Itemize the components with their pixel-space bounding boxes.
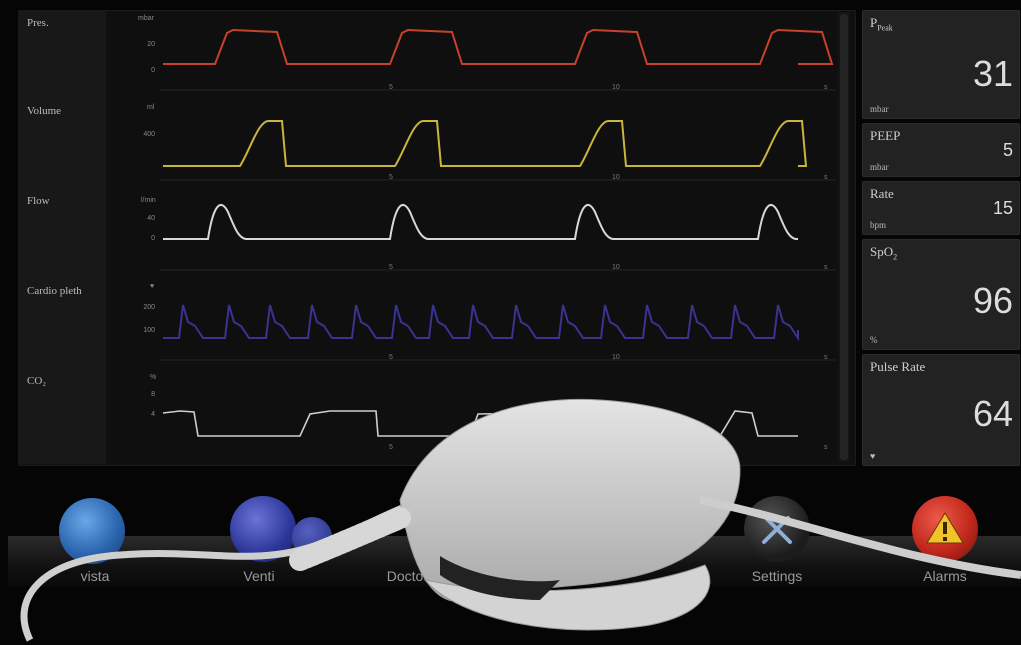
flow-tick-40: 40: [147, 215, 155, 222]
flow-label: Flow: [27, 195, 50, 207]
volume-label: Volume: [27, 105, 62, 117]
time-label-5: 5: [389, 84, 393, 91]
pulse-rate-value: 64: [972, 393, 1013, 434]
time-label-5: 5: [389, 444, 393, 451]
spo2-name: SpO2: [870, 244, 898, 262]
dock-label-ventilation[interactable]: Venti: [243, 568, 275, 584]
pressure-label: Pres.: [27, 17, 49, 29]
pleth-trace: [163, 304, 799, 342]
scroll-thumb[interactable]: [840, 14, 848, 460]
time-label-5: 5: [389, 174, 393, 181]
peep-tile[interactable]: PEEP 5 mbar: [862, 123, 1020, 177]
pressure-unit: mbar: [138, 15, 154, 22]
heart-icon: ♥: [870, 451, 876, 461]
co2-label: CO₂: [27, 375, 47, 387]
pleth-label: Cardio pleth: [27, 285, 82, 297]
dock-label-vista[interactable]: vista: [80, 568, 110, 584]
pressure-tick-0: 0: [151, 67, 155, 74]
dock-label-settings[interactable]: Settings: [751, 568, 803, 584]
pleth-unit: ♥: [150, 283, 155, 290]
warning-triangle-glyph: [926, 512, 964, 544]
pulse-rate-tile[interactable]: Pulse Rate 64 ♥: [862, 354, 1020, 466]
waveform-label-column: [18, 10, 106, 464]
volume-trace: [163, 120, 808, 167]
rate-value: 15: [992, 198, 1013, 218]
time-label-10: 10: [612, 264, 620, 271]
ppeak-name: PPeak: [870, 15, 893, 33]
flow-trace: [163, 203, 798, 240]
sensor-finger-pad: [440, 556, 560, 600]
sensor-cable-right: [699, 496, 1021, 579]
pressure-trace: [163, 28, 834, 65]
time-unit: s: [824, 84, 828, 91]
peep-value: 5: [1002, 140, 1013, 160]
spo2-unit: %: [870, 335, 878, 345]
settings-tools-icon[interactable]: [744, 496, 810, 562]
peep-name: PEEP: [870, 128, 901, 143]
alarm-warning-icon[interactable]: [912, 496, 978, 562]
volume-tick-400: 400: [143, 131, 155, 138]
spo2-tile[interactable]: SpO2 96 %: [862, 239, 1020, 350]
dock-label-doctor[interactable]: Docto: [386, 568, 424, 584]
ppeak-tile[interactable]: PPeak 31 mbar: [862, 10, 1020, 119]
sensor-clip-bottom: [423, 564, 711, 631]
time-unit: s: [824, 354, 828, 361]
rate-name: Rate: [870, 186, 894, 201]
flow-unit: l/min: [141, 197, 156, 204]
time-unit: s: [824, 264, 828, 271]
time-label-5: 5: [389, 354, 393, 361]
time-label-5: 5: [389, 264, 393, 271]
pleth-tick-200: 200: [143, 304, 155, 311]
time-unit: s: [824, 174, 828, 181]
time-label-10: 10: [612, 354, 620, 361]
co2-tick-8: 8: [151, 391, 155, 398]
flow-tick-0: 0: [151, 235, 155, 242]
pulse-rate-name: Pulse Rate: [870, 359, 926, 374]
pleth-tick-100: 100: [143, 327, 155, 334]
co2-tick-4: 4: [151, 411, 155, 418]
pressure-tick-20: 20: [147, 41, 155, 48]
rate-tile[interactable]: Rate 15 bpm: [862, 181, 1020, 235]
spo2-value: 96: [972, 280, 1013, 321]
time-label-10: 10: [612, 84, 620, 91]
waveform-scrollbar[interactable]: [838, 12, 850, 462]
ppeak-unit: mbar: [870, 104, 889, 114]
time-label-10: 10: [612, 174, 620, 181]
co2-trace: [162, 410, 798, 437]
time-unit: s: [824, 444, 828, 451]
peep-unit: mbar: [870, 162, 889, 172]
volume-unit: ml: [147, 104, 155, 111]
rate-unit: bpm: [870, 220, 887, 230]
sensor-strain-relief: [289, 507, 411, 571]
dock-label-alarms[interactable]: Alarms: [923, 568, 967, 584]
co2-unit: %: [150, 374, 157, 381]
ppeak-value: 31: [972, 53, 1013, 94]
